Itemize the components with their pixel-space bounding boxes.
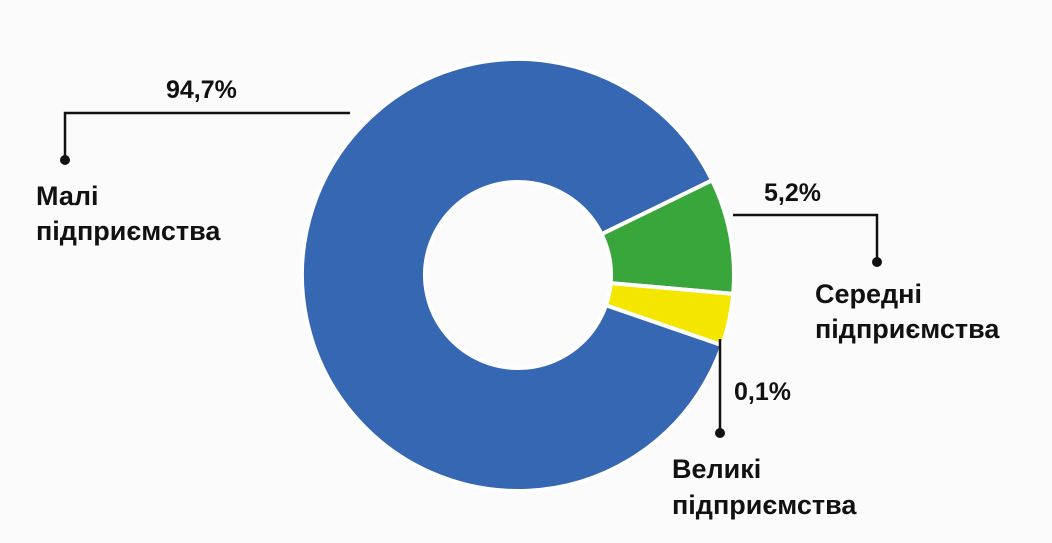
- value-label-small: 94,7%: [166, 76, 237, 104]
- slice-small-enterprises: [300, 57, 736, 493]
- category-label-medium-line1: Середні: [815, 279, 922, 309]
- category-label-large-line2: підприємства: [672, 490, 857, 520]
- value-label-medium: 5,2%: [764, 179, 821, 207]
- donut-slices: [300, 57, 736, 493]
- category-label-medium-line2: підприємства: [815, 314, 1000, 344]
- category-label-large-line1: Великі: [672, 454, 761, 484]
- value-label-large: 0,1%: [734, 378, 791, 406]
- slice-large-enterprises: [603, 281, 736, 348]
- leader-small: [60, 111, 350, 165]
- category-label-small-line1: Малі: [36, 181, 99, 211]
- category-label-small-line2: підприємства: [36, 216, 221, 246]
- leader-large: [715, 339, 725, 438]
- leader-medium: [733, 213, 882, 267]
